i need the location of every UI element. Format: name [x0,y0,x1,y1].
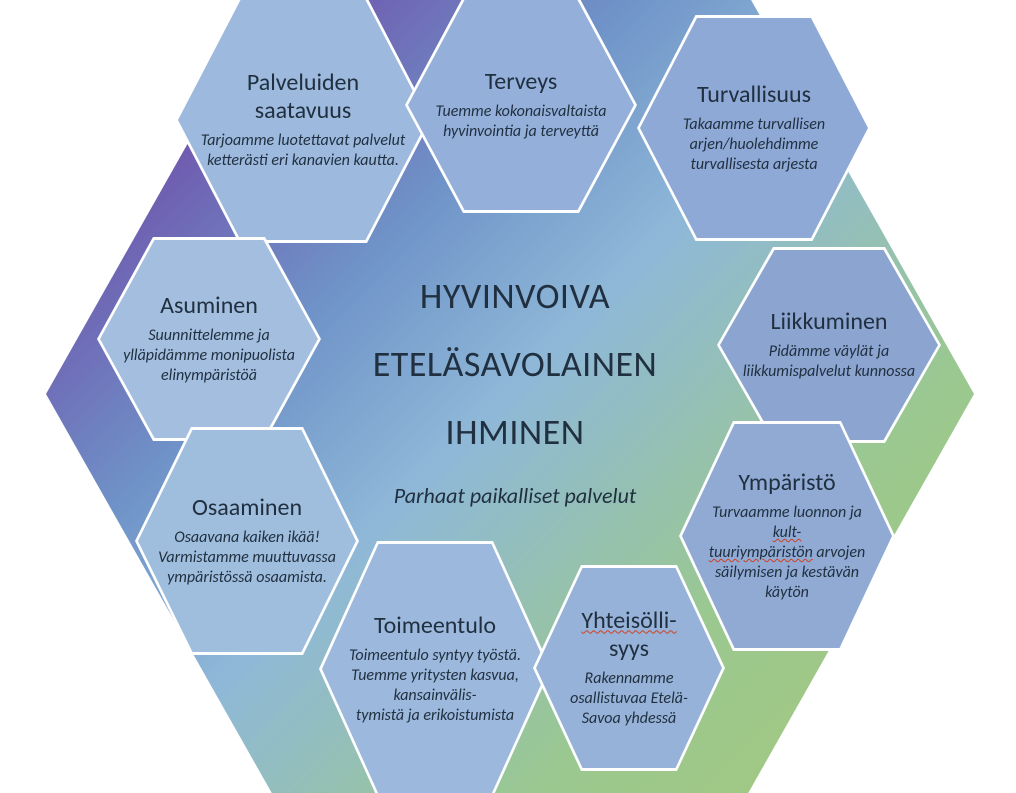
hex-title-toimeentulo: Toimeentulo [368,612,502,640]
hex-desc-osaaminen: Osaavana kaiken ikää! Varmistamme muuttu… [138,522,356,588]
hex-title-ymparisto: Ympäristö [732,469,841,497]
center-line-1: HYVINVOIVA [330,278,700,314]
hex-desc-turvallisuus: Takaamme turvallisen arjen/huolehdimme t… [640,109,868,175]
center-line-2: ETELÄSAVOLAINEN [330,346,700,382]
hex-desc-terveys: Tuemme kokonaisvaltaista hyvinvointia ja… [408,96,634,142]
hex-desc-asuminen: Suunnittelemme ja ylläpidämme monipuolis… [100,320,318,386]
hex-title-asuminen: Asuminen [154,292,264,320]
hex-title-osaaminen: Osaaminen [186,494,308,522]
hex-desc-toimeentulo: Toimeentulo syntyy työstä. Tuemme yritys… [322,640,548,726]
hex-title-terveys: Terveys [479,68,564,96]
hex-desc-palvelut: Tarjoamme luotettavat palvelut ketteräst… [178,125,428,171]
center-subtitle: Parhaat paikalliset palvelut [330,482,700,509]
center-text-block: HYVINVOIVA ETELÄSAVOLAINEN IHMINEN Parha… [330,278,700,509]
hex-title-liikkuminen: Liikkuminen [764,308,893,336]
diagram-stage: Palveluiden saatavuusTarjoamme luotettav… [0,0,1016,793]
hex-title-yhteisollisyys: Yhteisölli-syys [575,607,682,662]
hex-desc-ymparisto: Turvaamme luonnon ja kult-tuuriympäristö… [682,497,892,603]
hex-title-palvelut: Palveluiden saatavuus [241,69,365,124]
hex-desc-yhteisollisyys: Rakennamme osallistuvaa Etelä-Savoa yhde… [536,663,722,729]
hex-title-turvallisuus: Turvallisuus [691,81,817,109]
center-line-3: IHMINEN [330,414,700,450]
hex-desc-liikkuminen: Pidämme väylät ja liikkumispalvelut kunn… [720,336,938,382]
